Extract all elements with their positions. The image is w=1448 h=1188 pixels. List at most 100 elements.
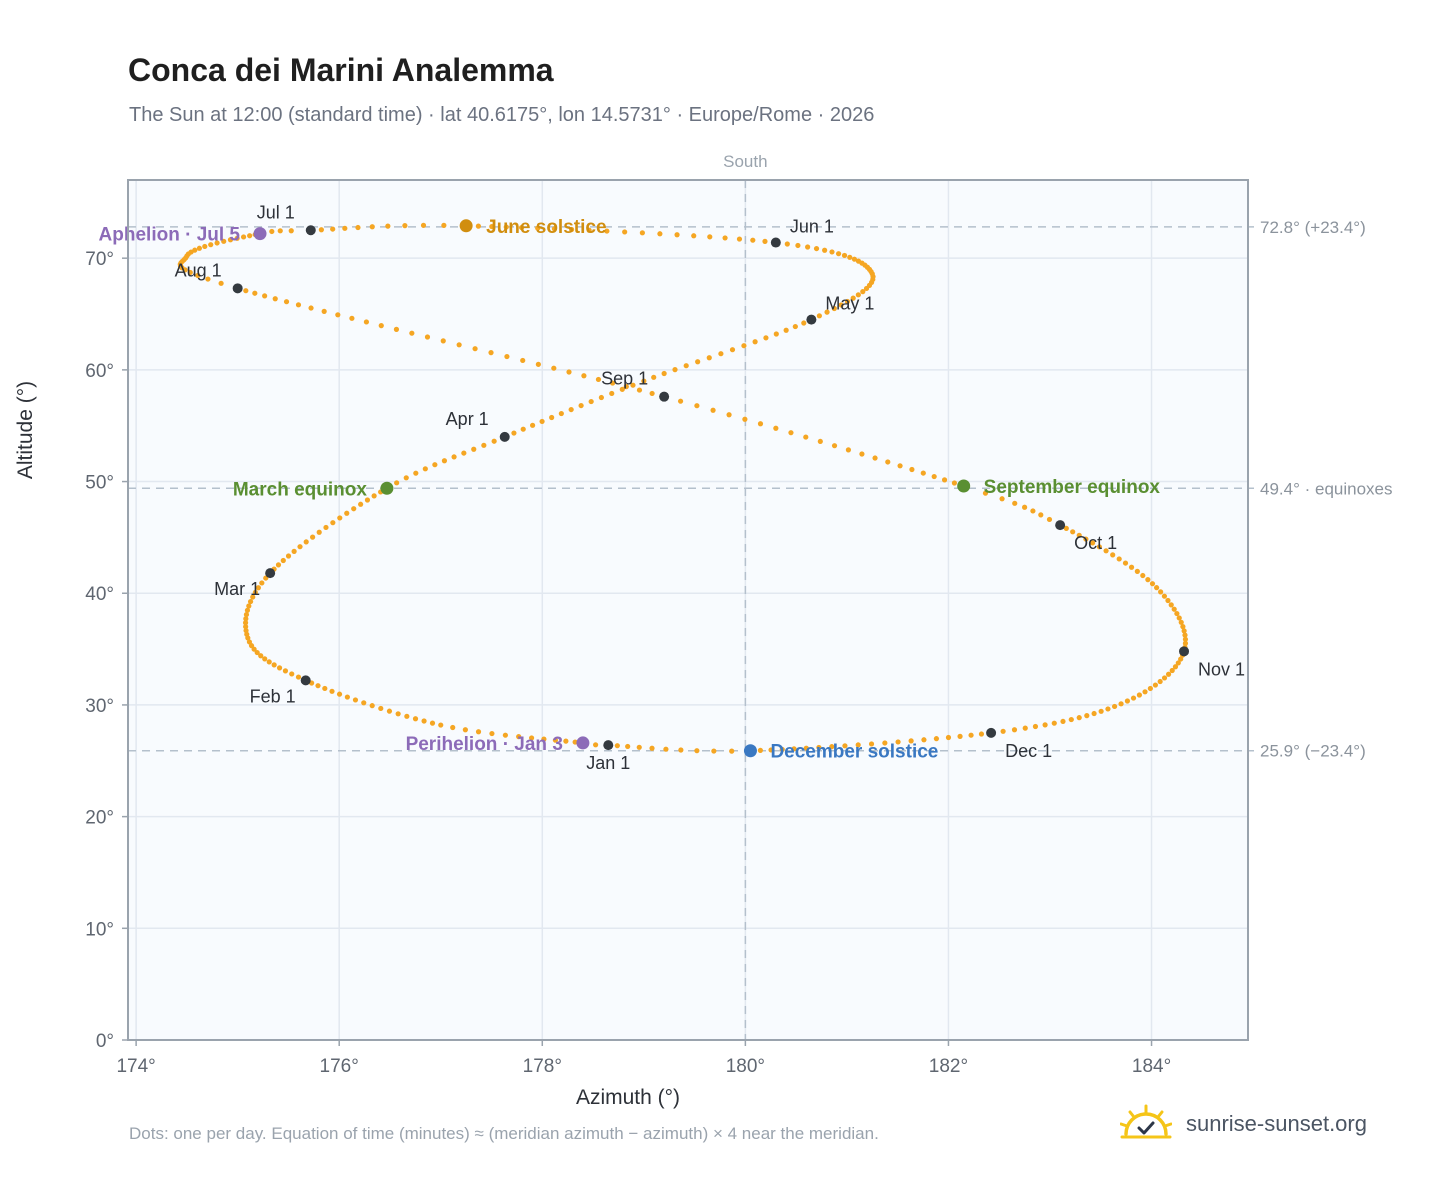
daily-dot bbox=[227, 237, 234, 243]
daily-dot bbox=[1158, 589, 1164, 595]
daily-dot bbox=[817, 438, 823, 445]
daily-dot bbox=[838, 302, 844, 308]
daily-dot bbox=[663, 746, 669, 752]
daily-dot bbox=[651, 374, 657, 380]
daily-dot bbox=[1169, 667, 1175, 674]
daily-dot bbox=[1152, 682, 1159, 688]
daily-dot bbox=[321, 308, 327, 314]
daily-dot bbox=[243, 611, 250, 618]
daily-dot bbox=[187, 269, 193, 276]
daily-dot bbox=[394, 480, 400, 486]
sun-logo-icon bbox=[1120, 1104, 1172, 1139]
daily-dot bbox=[269, 228, 275, 235]
daily-dot bbox=[850, 295, 856, 301]
daily-dot bbox=[475, 729, 482, 735]
daily-dot bbox=[315, 683, 321, 689]
daily-dot bbox=[1022, 725, 1028, 731]
daily-dot bbox=[609, 390, 615, 397]
daily-dot bbox=[933, 736, 940, 742]
y-tick-label: 50° bbox=[85, 473, 114, 494]
daily-dot bbox=[729, 748, 735, 754]
daily-dot bbox=[860, 289, 866, 295]
daily-dot bbox=[1110, 552, 1116, 558]
daily-dot bbox=[441, 458, 448, 464]
daily-dot bbox=[752, 339, 758, 345]
month-dot bbox=[603, 740, 614, 751]
daily-dot bbox=[750, 237, 756, 243]
daily-dot bbox=[768, 747, 774, 753]
month-dot bbox=[265, 568, 276, 579]
daily-dot bbox=[1165, 671, 1172, 677]
daily-dot bbox=[1168, 602, 1174, 608]
daily-dot bbox=[1070, 529, 1076, 535]
daily-dot bbox=[957, 733, 963, 739]
event-dot bbox=[743, 744, 757, 758]
daily-dot bbox=[691, 233, 697, 239]
month-dot bbox=[499, 431, 510, 442]
daily-dot bbox=[1051, 720, 1057, 726]
daily-dot bbox=[335, 312, 341, 318]
daily-dot bbox=[951, 480, 957, 486]
daily-dot bbox=[242, 620, 249, 626]
axes: 174° 176° 178° 180° 182° 184° 0° 10° 20° 30° 40° 50… bbox=[85, 249, 1171, 1077]
daily-dot bbox=[1178, 656, 1184, 662]
daily-dot bbox=[859, 451, 865, 457]
event-dot bbox=[957, 479, 971, 493]
daily-dot bbox=[502, 732, 508, 738]
x-tick-label: 176° bbox=[320, 1056, 359, 1077]
daily-dot bbox=[792, 323, 798, 330]
daily-dot bbox=[385, 223, 391, 229]
event-label: June solstice bbox=[486, 217, 606, 238]
daily-dot bbox=[1084, 713, 1090, 719]
daily-dot bbox=[847, 254, 853, 260]
daily-dot bbox=[625, 743, 631, 750]
daily-dot bbox=[310, 534, 316, 540]
daily-dot bbox=[795, 242, 801, 249]
y-axis-title: Altitude (°) bbox=[14, 381, 37, 479]
daily-dot bbox=[243, 616, 249, 622]
daily-dot bbox=[844, 298, 851, 305]
daily-dot bbox=[541, 736, 547, 742]
daily-dot bbox=[409, 330, 415, 336]
daily-dot bbox=[1140, 572, 1146, 579]
daily-dot bbox=[801, 320, 807, 326]
daily-dot bbox=[813, 245, 820, 252]
daily-dot bbox=[450, 724, 456, 731]
month-label: Oct 1 bbox=[1074, 533, 1117, 553]
daily-dot bbox=[471, 446, 477, 452]
daily-dot bbox=[982, 490, 989, 496]
month-markers: Jan 1 Feb 1 Mar 1 Apr 1 May 1 Jun 1 Jul 1 Aug 1… bbox=[175, 202, 1245, 773]
daily-dot bbox=[623, 384, 629, 390]
daily-dot bbox=[855, 258, 862, 264]
brand[interactable]: sunrise-sunset.org bbox=[1120, 1104, 1367, 1144]
event-markers: June solstice December solstice March equi… bbox=[99, 217, 1161, 763]
daily-dot bbox=[757, 747, 763, 753]
daily-dot bbox=[636, 744, 642, 750]
daily-dot bbox=[462, 727, 468, 733]
daily-dot bbox=[208, 242, 214, 248]
daily-dot bbox=[275, 562, 282, 568]
plot-area bbox=[128, 180, 1248, 1040]
daily-dot bbox=[657, 231, 663, 237]
daily-dot bbox=[1103, 548, 1109, 554]
daily-dot bbox=[412, 716, 419, 722]
daily-dot bbox=[835, 251, 842, 257]
daily-dot bbox=[403, 475, 409, 481]
daily-dot bbox=[672, 367, 678, 373]
daily-dot bbox=[641, 378, 647, 384]
brand-link[interactable]: sunrise-sunset.org bbox=[1186, 1111, 1367, 1136]
daily-dot bbox=[277, 228, 283, 234]
daily-dot bbox=[262, 293, 268, 299]
month-label: Mar 1 bbox=[214, 579, 260, 599]
daily-dot bbox=[262, 656, 268, 662]
daily-dot bbox=[535, 361, 541, 367]
daily-dot bbox=[855, 292, 861, 298]
daily-dot bbox=[351, 506, 357, 512]
daily-dot bbox=[1176, 615, 1182, 621]
month-label: Jun 1 bbox=[790, 217, 834, 237]
daily-dot bbox=[598, 394, 604, 401]
event-dot bbox=[576, 736, 590, 750]
daily-dot bbox=[762, 238, 768, 244]
daily-dot bbox=[535, 225, 541, 231]
